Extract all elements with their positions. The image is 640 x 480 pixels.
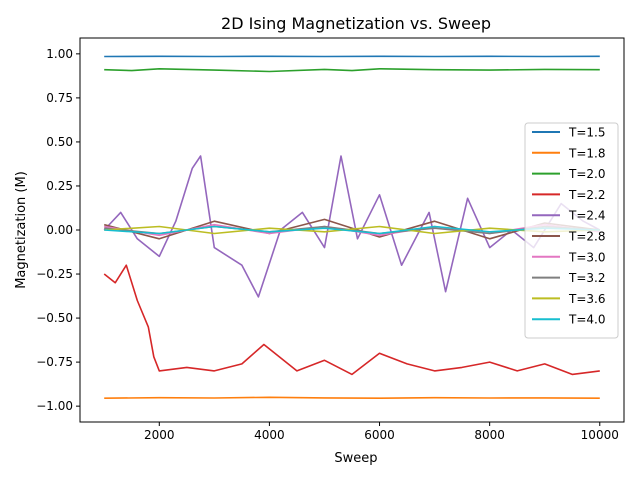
- x-tick-label: 10000: [581, 428, 619, 442]
- series-line-9: [104, 225, 600, 235]
- y-tick-label: −0.50: [36, 311, 73, 325]
- legend-label: T=1.8: [568, 146, 605, 160]
- y-tick-label: −0.25: [36, 267, 73, 281]
- legend-label: T=1.5: [568, 126, 605, 140]
- legend-label: T=3.6: [568, 292, 605, 306]
- x-tick-label: 2000: [144, 428, 175, 442]
- legend-label: T=4.0: [568, 313, 605, 327]
- series-line-1: [104, 396, 600, 400]
- x-tick-label: 8000: [474, 428, 505, 442]
- legend-box: [524, 122, 619, 339]
- x-axis-label: Sweep: [334, 451, 377, 466]
- y-tick-label: 0.25: [46, 179, 73, 193]
- legend-label: T=3.0: [568, 250, 605, 264]
- legend-label: T=2.2: [568, 188, 605, 202]
- plot-lines: [103, 55, 601, 400]
- y-axis-label: Magnetization (M): [14, 171, 29, 289]
- series-line-3: [103, 264, 600, 376]
- y-tick-label: 1.00: [46, 47, 73, 61]
- y-tick-label: 0.50: [46, 135, 73, 149]
- series-line-2: [104, 68, 600, 73]
- y-tick-label: −0.75: [36, 355, 73, 369]
- x-tick-label: 4000: [254, 428, 285, 442]
- y-tick-label: 0.00: [46, 223, 73, 237]
- chart-title: 2D Ising Magnetization vs. Sweep: [221, 14, 491, 33]
- y-tick-label: 0.75: [46, 91, 73, 105]
- legend-label: T=2.0: [568, 167, 605, 181]
- legend-label: T=2.8: [568, 230, 605, 244]
- legend-label: T=2.4: [568, 209, 605, 223]
- y-axis-ticks: −1.00 −0.75 −0.50 −0.25 0.00 0.25 0.50 0.75 1.00: [36, 47, 80, 413]
- legend: T=1.5 T=1.8 T=2.0 T=2.2 T=2.4 T=2.8 T=3.0 T=3.2…: [524, 122, 619, 339]
- x-tick-label: 6000: [364, 428, 395, 442]
- x-axis-ticks: 2000 4000 6000 8000 10000: [144, 422, 619, 442]
- y-tick-label: −1.00: [36, 399, 73, 413]
- legend-label: T=3.2: [568, 271, 605, 285]
